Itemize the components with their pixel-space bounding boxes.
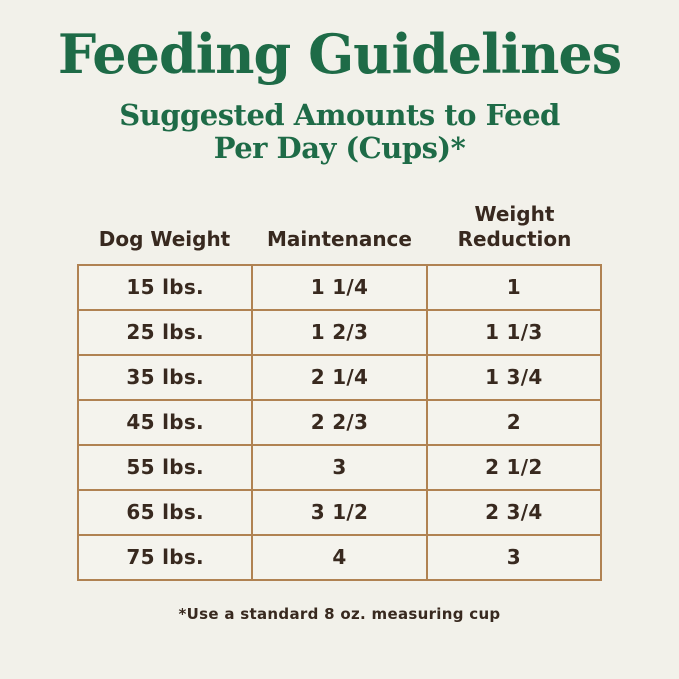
cell-maintenance: 4 bbox=[251, 533, 428, 581]
cell-maintenance: 2 1/4 bbox=[251, 353, 428, 401]
table-header-row: Dog Weight Maintenance Weight Reduction bbox=[77, 202, 602, 252]
cell-dog-weight: 15 lbs. bbox=[76, 263, 254, 311]
cell-dog-weight: 75 lbs. bbox=[76, 533, 254, 581]
cell-maintenance: 3 bbox=[251, 443, 428, 491]
cell-weight-reduction: 3 bbox=[425, 533, 603, 581]
table-row: 15 lbs. 1 1/4 1 bbox=[76, 263, 603, 311]
page-subtitle: Suggested Amounts to Feed Per Day (Cups)… bbox=[0, 97, 679, 166]
cell-dog-weight: 55 lbs. bbox=[76, 443, 254, 491]
cell-dog-weight: 35 lbs. bbox=[76, 353, 254, 401]
cell-weight-reduction: 1 3/4 bbox=[425, 353, 603, 401]
cell-dog-weight: 45 lbs. bbox=[76, 398, 254, 446]
cell-weight-reduction: 1 1/3 bbox=[425, 308, 603, 356]
feeding-table-section: Dog Weight Maintenance Weight Reduction … bbox=[76, 202, 603, 581]
cell-dog-weight: 25 lbs. bbox=[76, 308, 254, 356]
page-title: Feeding Guidelines bbox=[57, 22, 622, 86]
table-row: 75 lbs. 4 3 bbox=[76, 533, 603, 581]
column-header-maintenance: Maintenance bbox=[266, 226, 412, 251]
column-header-weight-reduction-label: Weight Reduction bbox=[457, 201, 572, 251]
cell-weight-reduction: 2 3/4 bbox=[425, 488, 603, 536]
feeding-table: 15 lbs. 1 1/4 1 25 lbs. 1 2/3 1 1/3 35 l… bbox=[76, 263, 603, 581]
cell-maintenance: 2 2/3 bbox=[251, 398, 428, 446]
cell-maintenance: 1 1/4 bbox=[251, 263, 428, 311]
cell-weight-reduction: 2 bbox=[425, 398, 603, 446]
cell-weight-reduction: 2 1/2 bbox=[425, 443, 603, 491]
cell-maintenance: 3 1/2 bbox=[251, 488, 428, 536]
table-row: 65 lbs. 3 1/2 2 3/4 bbox=[76, 488, 603, 536]
cell-weight-reduction: 1 bbox=[425, 263, 603, 311]
table-row: 55 lbs. 3 2 1/2 bbox=[76, 443, 603, 491]
column-header-weight-reduction: Weight Reduction bbox=[427, 202, 602, 252]
column-header-dog-weight: Dog Weight bbox=[98, 226, 231, 251]
cell-dog-weight: 65 lbs. bbox=[76, 488, 254, 536]
table-row: 35 lbs. 2 1/4 1 3/4 bbox=[76, 353, 603, 401]
cell-maintenance: 1 2/3 bbox=[251, 308, 428, 356]
subtitle-line-2: Per Day (Cups)* bbox=[213, 131, 466, 166]
subtitle-line-1: Suggested Amounts to Feed bbox=[119, 97, 560, 132]
measuring-cup-footnote: *Use a standard 8 oz. measuring cup bbox=[178, 604, 501, 623]
table-row: 45 lbs. 2 2/3 2 bbox=[76, 398, 603, 446]
table-row: 25 lbs. 1 2/3 1 1/3 bbox=[76, 308, 603, 356]
